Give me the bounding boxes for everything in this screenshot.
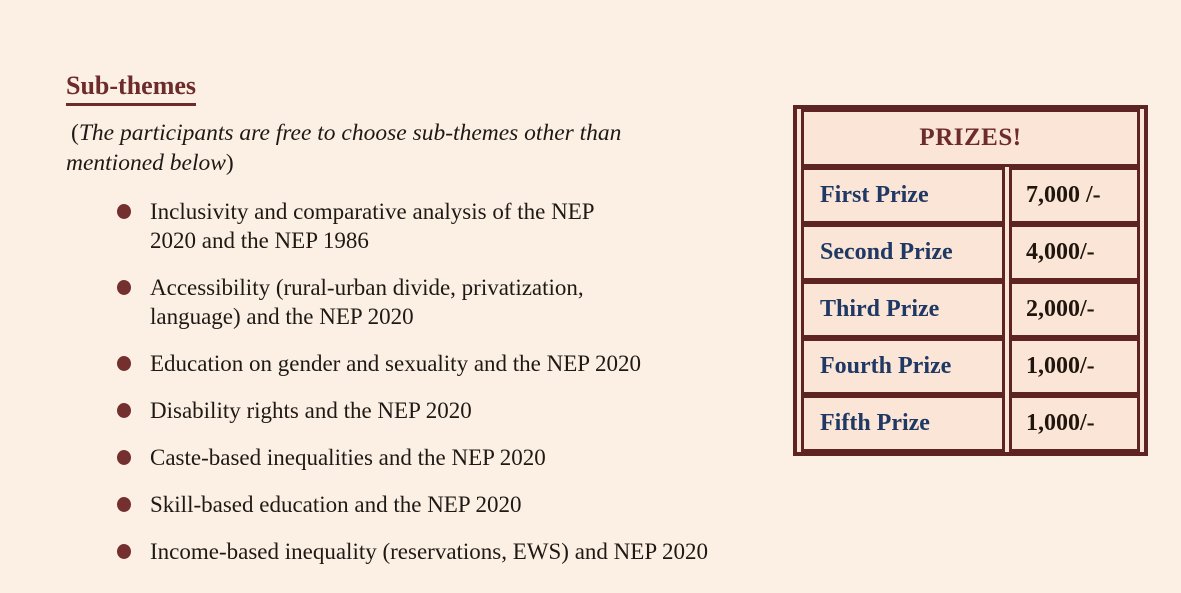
table-row: Second Prize 4,000/- [801, 224, 1140, 281]
list-item-text: language) and the NEP 2020 [150, 304, 414, 329]
table-row: Third Prize 2,000/- [801, 281, 1140, 338]
list-item: Skill-based education and the NEP 2020 [117, 490, 797, 519]
bullet-icon [117, 544, 131, 559]
list-item: Disability rights and the NEP 2020 [117, 396, 797, 425]
table-header-row: PRIZES! [801, 109, 1140, 167]
list-item: Inclusivity and comparative analysis of … [117, 197, 797, 255]
prize-label: Fourth Prize [801, 338, 1005, 395]
bullet-icon [117, 280, 131, 295]
list-item-text: 2020 and the NEP 1986 [150, 228, 369, 253]
page-title: Sub-themes [66, 71, 197, 106]
note-line-1: The participants are free to choose sub-… [78, 120, 622, 146]
prizes-table-title: PRIZES! [801, 109, 1140, 167]
list-item-text: Accessibility (rural-urban divide, priva… [150, 275, 584, 300]
list-item-text: Education on gender and sexuality and th… [150, 351, 641, 376]
list-item: Income-based inequality (reservations, E… [117, 537, 797, 566]
list-item: Accessibility (rural-urban divide, priva… [117, 273, 797, 331]
prize-amount: 2,000/- [1009, 281, 1140, 338]
table-row: Fifth Prize 1,000/- [801, 395, 1140, 452]
prize-label: Third Prize [801, 281, 1005, 338]
bullet-icon [117, 497, 131, 512]
note-line-2: mentioned below [66, 150, 226, 176]
bullet-icon [117, 450, 131, 465]
list-item-text: Disability rights and the NEP 2020 [150, 398, 472, 423]
list-item-text: Income-based inequality (reservations, E… [150, 539, 709, 564]
list-item-text: Skill-based education and the NEP 2020 [150, 492, 522, 517]
prize-amount: 4,000/- [1009, 224, 1140, 281]
bullet-icon [117, 356, 131, 371]
list-item: Education on gender and sexuality and th… [117, 349, 797, 378]
list-item-text: Caste-based inequalities and the NEP 202… [150, 445, 546, 470]
table-row: Fourth Prize 1,000/- [801, 338, 1140, 395]
note-paragraph: (The participants are free to choose sub… [66, 118, 786, 178]
note-close-paren: ) [225, 150, 234, 176]
prizes-table: PRIZES! First Prize 7,000 /- Second Priz… [793, 105, 1148, 456]
bullet-icon [117, 403, 131, 418]
prize-amount: 1,000/- [1009, 338, 1140, 395]
prize-amount: 7,000 /- [1009, 167, 1140, 224]
note-open-paren: ( [71, 120, 79, 146]
list-item-text: Inclusivity and comparative analysis of … [150, 199, 595, 224]
prize-label: Fifth Prize [801, 395, 1005, 452]
list-item: Caste-based inequalities and the NEP 202… [117, 443, 797, 472]
sub-themes-list: Inclusivity and comparative analysis of … [117, 197, 797, 584]
prize-label: First Prize [801, 167, 1005, 224]
prize-label: Second Prize [801, 224, 1005, 281]
bullet-icon [117, 204, 131, 219]
table-row: First Prize 7,000 /- [801, 167, 1140, 224]
prize-amount: 1,000/- [1009, 395, 1140, 452]
